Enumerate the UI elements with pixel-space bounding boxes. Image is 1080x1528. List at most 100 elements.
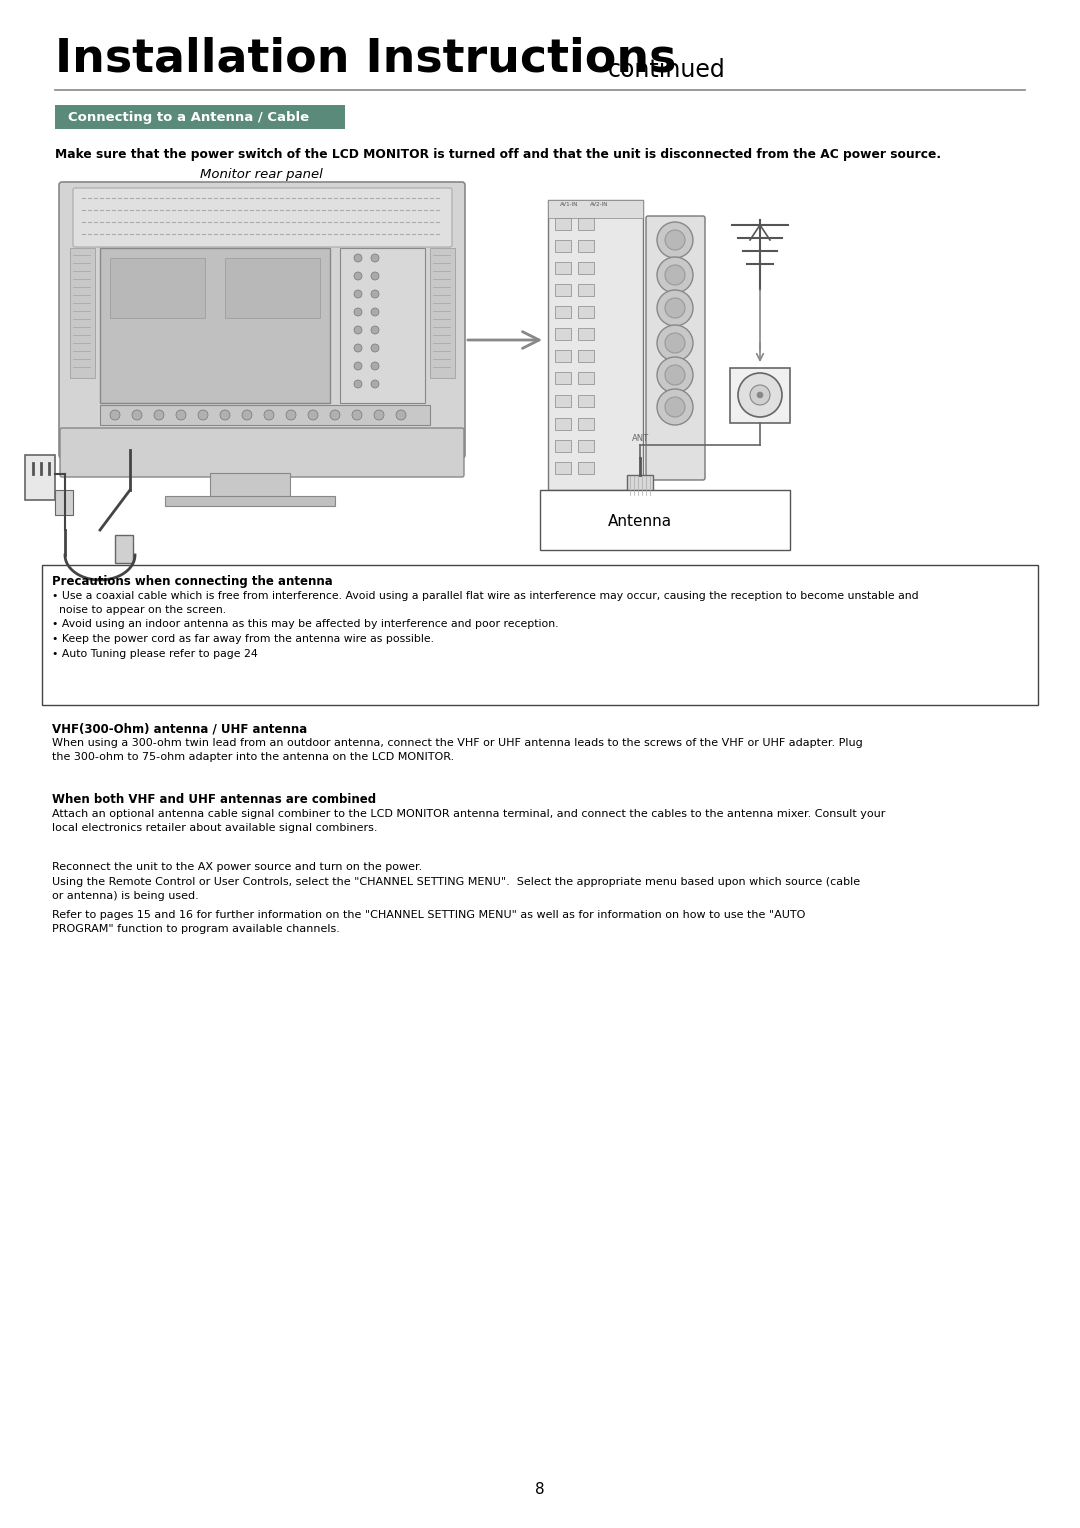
FancyBboxPatch shape — [55, 490, 73, 515]
Text: Attach an optional antenna cable signal combiner to the LCD MONITOR antenna term: Attach an optional antenna cable signal … — [52, 808, 886, 833]
Circle shape — [352, 410, 362, 420]
FancyBboxPatch shape — [578, 306, 594, 318]
FancyBboxPatch shape — [340, 248, 426, 403]
Text: VHF(300-Ohm) antenna / UHF antenna: VHF(300-Ohm) antenna / UHF antenna — [52, 723, 307, 735]
Text: Installation Instructions: Installation Instructions — [55, 37, 676, 83]
Circle shape — [657, 390, 693, 425]
Circle shape — [657, 257, 693, 293]
FancyBboxPatch shape — [555, 240, 571, 252]
FancyBboxPatch shape — [70, 248, 95, 377]
Text: ANT: ANT — [632, 434, 649, 443]
Text: Refer to pages 15 and 16 for further information on the "CHANNEL SETTING MENU" a: Refer to pages 15 and 16 for further inf… — [52, 911, 806, 935]
FancyBboxPatch shape — [210, 474, 291, 498]
Circle shape — [354, 325, 362, 335]
FancyBboxPatch shape — [114, 535, 133, 562]
Circle shape — [354, 254, 362, 261]
Circle shape — [372, 272, 379, 280]
Text: • Avoid using an indoor antenna as this may be affected by interference and poor: • Avoid using an indoor antenna as this … — [52, 619, 558, 630]
Text: Make sure that the power switch of the LCD MONITOR is turned off and that the un: Make sure that the power switch of the L… — [55, 148, 941, 160]
FancyBboxPatch shape — [42, 565, 1038, 704]
Text: When both VHF and UHF antennas are combined: When both VHF and UHF antennas are combi… — [52, 793, 376, 805]
FancyBboxPatch shape — [646, 215, 705, 480]
FancyBboxPatch shape — [555, 461, 571, 474]
FancyBboxPatch shape — [555, 396, 571, 406]
FancyBboxPatch shape — [59, 182, 465, 458]
Circle shape — [665, 333, 685, 353]
FancyBboxPatch shape — [578, 240, 594, 252]
FancyBboxPatch shape — [627, 475, 653, 497]
Circle shape — [286, 410, 296, 420]
FancyBboxPatch shape — [578, 461, 594, 474]
Text: Using the Remote Control or User Controls, select the "CHANNEL SETTING MENU".  S: Using the Remote Control or User Control… — [52, 877, 860, 902]
Circle shape — [372, 309, 379, 316]
Text: continued: continued — [608, 58, 726, 83]
Circle shape — [354, 344, 362, 351]
FancyBboxPatch shape — [555, 219, 571, 231]
Circle shape — [110, 410, 120, 420]
Circle shape — [354, 309, 362, 316]
Circle shape — [372, 362, 379, 370]
FancyBboxPatch shape — [578, 284, 594, 296]
Circle shape — [665, 264, 685, 286]
Circle shape — [657, 290, 693, 325]
FancyBboxPatch shape — [430, 248, 455, 377]
FancyBboxPatch shape — [540, 490, 789, 550]
Text: When using a 300-ohm twin lead from an outdoor antenna, connect the VHF or UHF a: When using a 300-ohm twin lead from an o… — [52, 738, 863, 762]
Circle shape — [372, 254, 379, 261]
FancyBboxPatch shape — [548, 200, 643, 490]
Circle shape — [372, 290, 379, 298]
Circle shape — [396, 410, 406, 420]
Text: Reconnect the unit to the AX power source and turn on the power.: Reconnect the unit to the AX power sourc… — [52, 862, 422, 872]
Text: AV2-IN: AV2-IN — [590, 203, 608, 208]
Circle shape — [198, 410, 208, 420]
FancyBboxPatch shape — [578, 440, 594, 452]
Circle shape — [354, 362, 362, 370]
FancyBboxPatch shape — [55, 105, 345, 128]
Circle shape — [372, 380, 379, 388]
Circle shape — [738, 373, 782, 417]
FancyBboxPatch shape — [555, 329, 571, 341]
Circle shape — [372, 325, 379, 335]
Circle shape — [242, 410, 252, 420]
FancyBboxPatch shape — [110, 258, 205, 318]
Circle shape — [308, 410, 318, 420]
Circle shape — [757, 393, 762, 397]
FancyBboxPatch shape — [578, 261, 594, 274]
Circle shape — [220, 410, 230, 420]
Text: Precautions when connecting the antenna: Precautions when connecting the antenna — [52, 575, 333, 588]
Circle shape — [665, 397, 685, 417]
FancyBboxPatch shape — [555, 261, 571, 274]
Text: Connecting to a Antenna / Cable: Connecting to a Antenna / Cable — [68, 110, 309, 124]
FancyBboxPatch shape — [555, 419, 571, 429]
Text: • Auto Tuning please refer to page 24: • Auto Tuning please refer to page 24 — [52, 649, 258, 659]
Circle shape — [264, 410, 274, 420]
FancyBboxPatch shape — [730, 368, 789, 423]
Text: • Use a coaxial cable which is free from interference. Avoid using a parallel fl: • Use a coaxial cable which is free from… — [52, 591, 919, 614]
FancyBboxPatch shape — [555, 440, 571, 452]
FancyBboxPatch shape — [165, 497, 335, 506]
FancyBboxPatch shape — [100, 248, 330, 403]
Circle shape — [176, 410, 186, 420]
FancyBboxPatch shape — [555, 306, 571, 318]
FancyBboxPatch shape — [578, 371, 594, 384]
Circle shape — [750, 385, 770, 405]
Text: 8: 8 — [536, 1482, 544, 1497]
Circle shape — [354, 290, 362, 298]
Circle shape — [665, 298, 685, 318]
FancyBboxPatch shape — [578, 419, 594, 429]
FancyBboxPatch shape — [60, 428, 464, 477]
Circle shape — [665, 365, 685, 385]
FancyBboxPatch shape — [578, 329, 594, 341]
FancyBboxPatch shape — [555, 350, 571, 362]
Circle shape — [657, 358, 693, 393]
Text: Antenna: Antenna — [608, 515, 672, 530]
FancyBboxPatch shape — [555, 371, 571, 384]
FancyBboxPatch shape — [25, 455, 55, 500]
Circle shape — [657, 325, 693, 361]
FancyBboxPatch shape — [225, 258, 320, 318]
Circle shape — [354, 380, 362, 388]
FancyBboxPatch shape — [73, 188, 453, 248]
Circle shape — [154, 410, 164, 420]
Circle shape — [330, 410, 340, 420]
Circle shape — [657, 222, 693, 258]
